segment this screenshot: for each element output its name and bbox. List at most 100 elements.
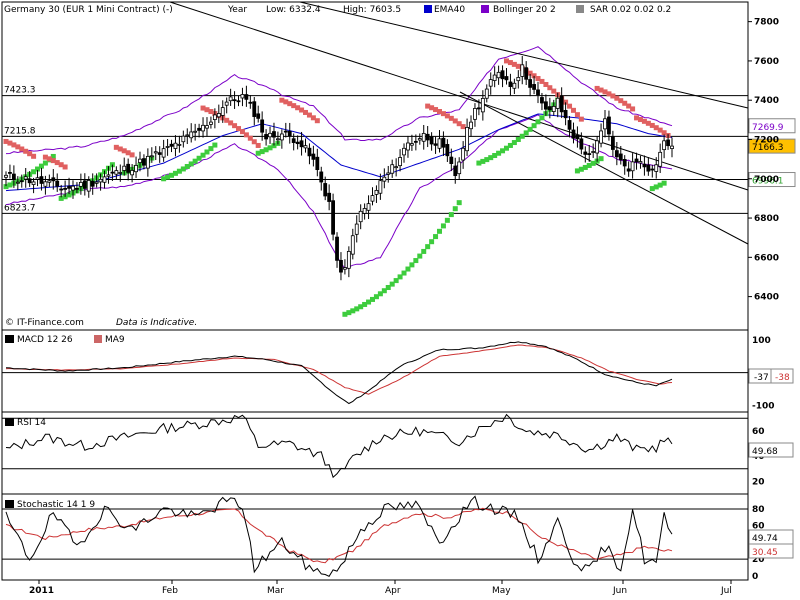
candle-body — [311, 153, 316, 160]
candle-body — [173, 142, 178, 149]
sar-dot — [7, 182, 13, 188]
candle-body — [244, 94, 249, 100]
sar-dot — [393, 278, 399, 284]
candle-body — [607, 116, 611, 135]
sar-dot — [429, 105, 435, 111]
sar-dot — [287, 101, 293, 107]
candle-body — [429, 136, 434, 145]
candle-body — [614, 150, 619, 158]
sar-dot — [236, 126, 242, 132]
price-badge-label: 7269.9 — [752, 123, 784, 133]
candle-body — [540, 97, 544, 104]
sar-dot — [626, 103, 632, 109]
sar-dot — [622, 100, 628, 106]
sar-dot — [500, 148, 506, 154]
legend-bollinger: Bollinger 20 2 — [493, 5, 556, 15]
sar-dot — [62, 164, 68, 170]
sar-dot — [405, 266, 411, 272]
indicator-ytick-label: 20 — [752, 555, 765, 565]
sar-dot — [567, 103, 573, 109]
candle-body — [319, 171, 324, 183]
candle-body — [567, 120, 572, 130]
candle-body — [161, 148, 166, 158]
candle-body — [583, 151, 588, 155]
sar-dot — [224, 117, 230, 123]
candle-body — [508, 81, 513, 87]
candle-body — [457, 161, 462, 175]
candle-body — [599, 130, 603, 144]
candle-body — [484, 88, 489, 99]
candle-body — [394, 166, 399, 169]
sar-dot — [531, 123, 537, 129]
candle-body — [142, 158, 146, 166]
candle-body — [189, 131, 194, 139]
price-badge — [748, 138, 796, 154]
sar-dot — [574, 112, 580, 118]
sar-dot — [3, 184, 9, 190]
price-badge-label: 7166.3 — [752, 143, 784, 153]
sar-dot — [480, 158, 486, 164]
sar-dot — [38, 163, 44, 169]
price-badge — [748, 172, 796, 188]
candle-body — [59, 188, 64, 191]
candle-body — [149, 155, 154, 158]
candle-body — [595, 140, 600, 154]
sar-dot — [653, 184, 659, 190]
candle-body — [315, 156, 320, 171]
candle-body — [547, 106, 552, 111]
sar-dot — [243, 132, 249, 138]
sar-dot — [531, 73, 537, 79]
source-label: © IT-Finance.com — [5, 318, 84, 328]
macd-badge-label: -37 — [754, 373, 769, 383]
sar-dot — [373, 294, 379, 300]
candle-body — [118, 172, 123, 174]
macd-legend: MACD 12 26 — [17, 335, 73, 345]
trend-line — [459, 91, 749, 245]
candle-body — [276, 138, 280, 141]
sar-dot — [515, 136, 521, 142]
candle-body — [86, 180, 91, 192]
candle-body — [421, 132, 426, 142]
sar-dot — [129, 152, 135, 158]
candle-body — [327, 192, 332, 202]
sar-dot — [113, 144, 119, 150]
sar-dot — [507, 60, 513, 66]
macd-legend-swatch — [5, 335, 14, 343]
sar-dot — [535, 119, 541, 125]
sar-dot — [440, 111, 446, 117]
sar-dot — [519, 133, 525, 139]
candle-body — [638, 161, 643, 164]
sar-dot — [11, 142, 17, 148]
candle-body — [366, 203, 371, 211]
candle-body — [98, 178, 103, 183]
sar-dot — [657, 127, 663, 133]
candle-body — [307, 147, 312, 157]
period-label: Year — [227, 5, 247, 15]
candle-body — [240, 94, 245, 99]
stochastic-signal-badge-label: 30.45 — [752, 548, 778, 558]
indicator-ytick-label: 0 — [752, 572, 758, 582]
candle-body — [410, 143, 414, 146]
sar-dot — [306, 112, 312, 118]
level-label: 7423.3 — [4, 86, 36, 96]
legend-sar: SAR 0.02 0.02 0.2 — [590, 5, 671, 15]
candle-body — [346, 251, 351, 269]
sar-dot — [634, 115, 640, 121]
sar-dot — [570, 107, 576, 113]
candle-body — [618, 153, 623, 161]
sar-dot — [460, 124, 466, 130]
sar-dot — [397, 274, 403, 280]
sar-dot — [409, 262, 415, 268]
macd-series — [5, 341, 673, 405]
candle-body — [563, 110, 568, 119]
sar-dot — [429, 239, 435, 245]
candle-body — [75, 187, 79, 190]
candle-body — [268, 132, 272, 138]
sar-dot — [488, 155, 494, 161]
price-badge-label: 6996.1 — [752, 177, 784, 187]
macd-panel: -1000100-37-38 — [2, 336, 794, 411]
candle-body — [469, 121, 473, 130]
sar-dot — [366, 299, 372, 305]
